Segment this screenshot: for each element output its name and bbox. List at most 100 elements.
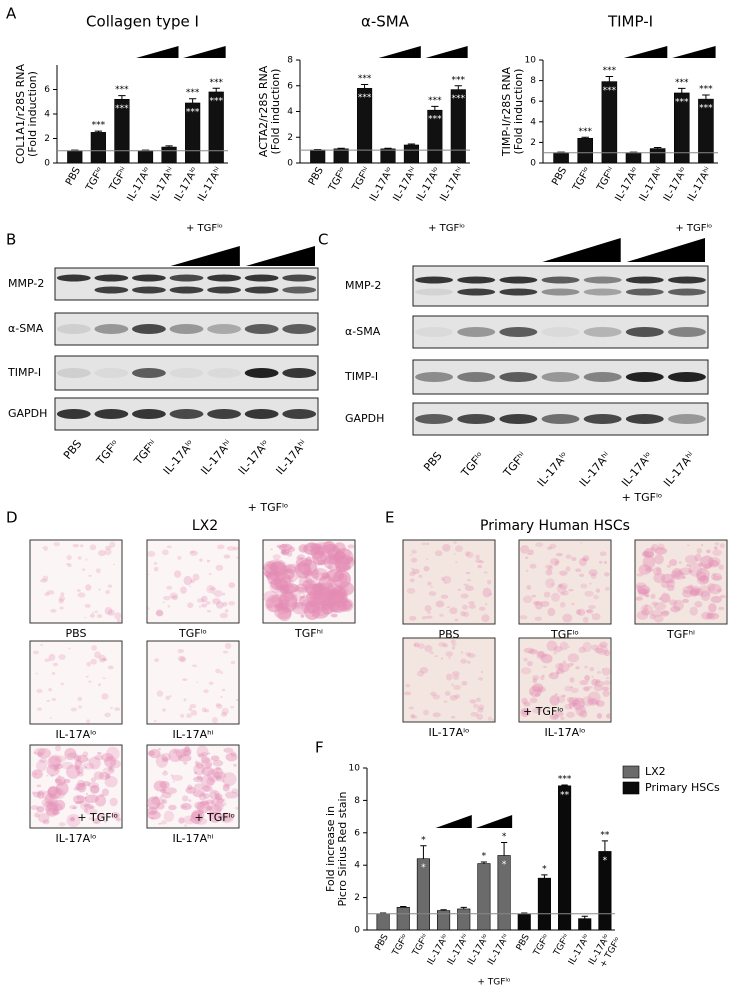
- image-label: IL-17Aˡᵒ: [55, 832, 96, 845]
- blot-band: [457, 414, 496, 424]
- stain-spot: [540, 653, 553, 664]
- error-bar: [188, 98, 197, 103]
- error-bar: [581, 915, 588, 919]
- stain-spot: [540, 600, 550, 607]
- bar: [376, 913, 390, 931]
- stain-spot: [89, 613, 95, 618]
- stain-spot: [579, 573, 585, 577]
- stain-spot: [475, 559, 482, 563]
- stain-spot: [214, 801, 224, 812]
- stain-spot: [68, 647, 71, 650]
- stain-spot: [194, 801, 206, 810]
- stain-spot: [555, 552, 563, 557]
- stain-spot: [346, 556, 354, 562]
- stain-spot: [689, 587, 700, 596]
- stain-spot: [464, 585, 474, 592]
- stain-spot: [215, 601, 224, 609]
- stain-spot: [98, 588, 101, 591]
- stain-spot: [278, 543, 293, 552]
- stain-spot: [453, 553, 456, 555]
- stain-spot: [46, 774, 49, 777]
- stain-spot: [90, 658, 97, 665]
- stain-spot: [43, 800, 54, 811]
- blot-band: [625, 288, 664, 296]
- stain-spot: [448, 657, 451, 659]
- stain-spot: [642, 551, 655, 558]
- stain-spot: [569, 677, 575, 683]
- stain-spot: [58, 654, 66, 660]
- stain-spot: [217, 801, 227, 807]
- stain-spot: [190, 709, 198, 716]
- stain-spot: [189, 704, 197, 709]
- stain-spot: [594, 647, 605, 654]
- stain-spot: [210, 799, 219, 806]
- stain-spot: [712, 549, 722, 556]
- y-axis-label: (Fold induction): [269, 69, 282, 155]
- stain-spot: [164, 770, 167, 772]
- stain-spot: [566, 711, 575, 718]
- stain-spot: [478, 704, 485, 710]
- stain-spot: [85, 558, 88, 561]
- stain-spot: [195, 762, 204, 769]
- stain-spot: [212, 759, 224, 767]
- dose-wedge: [136, 46, 179, 58]
- bar: [558, 785, 572, 931]
- stain-spot: [192, 790, 205, 798]
- stain-spot: [201, 766, 214, 776]
- stain-spot: [80, 801, 83, 803]
- blot-band: [499, 288, 538, 296]
- stain-spot: [586, 679, 590, 683]
- bar: [161, 146, 177, 164]
- stain-spot: [408, 706, 415, 710]
- stain-spot: [443, 700, 448, 703]
- blot-band: [282, 409, 317, 419]
- stain-spot: [86, 758, 91, 762]
- stain-spot: [206, 585, 215, 594]
- stain-spot: [337, 573, 348, 583]
- stain-spot: [273, 572, 292, 591]
- stain-spot: [52, 808, 60, 816]
- stain-spot: [169, 695, 173, 697]
- blot-band: [625, 276, 664, 284]
- error-bar: [500, 842, 508, 856]
- stain-spot: [717, 588, 722, 593]
- stain-spot: [201, 786, 213, 792]
- stain-spot: [330, 569, 334, 572]
- stain-spot: [596, 702, 600, 706]
- stain-spot: [203, 689, 209, 694]
- stain-spot: [564, 703, 572, 710]
- stain-spot: [37, 812, 50, 823]
- group-label: + TGFˡᵒ: [675, 223, 712, 234]
- stain-spot: [57, 774, 61, 778]
- bar: [90, 132, 106, 164]
- blot-band: [94, 368, 129, 378]
- significance: ***: [428, 115, 442, 125]
- stain-spot: [720, 594, 725, 599]
- stain-spot: [411, 549, 417, 555]
- stain-spot: [147, 810, 161, 820]
- stain-spot: [228, 582, 236, 589]
- blot-band: [457, 276, 496, 284]
- stain-spot: [77, 592, 86, 598]
- stain-spot: [58, 598, 64, 604]
- stain-spot: [429, 651, 435, 655]
- stain-spot: [559, 601, 566, 608]
- stain-spot: [266, 603, 274, 609]
- stain-spot: [76, 779, 86, 788]
- stain-spot: [58, 596, 66, 602]
- panel-title: Primary Human HSCs: [480, 518, 630, 534]
- stain-spot: [98, 549, 106, 557]
- image-label: IL-17Aˡᵒ: [428, 726, 469, 739]
- stain-spot: [188, 799, 192, 802]
- blot-band: [541, 276, 580, 284]
- significance: ***: [699, 85, 713, 95]
- stain-spot: [36, 791, 45, 799]
- stain-spot: [49, 754, 62, 768]
- stain-spot: [110, 706, 113, 709]
- blot-band: [132, 274, 166, 282]
- stain-spot: [529, 697, 538, 704]
- legend-swatch: [622, 765, 640, 779]
- blot-band: [244, 286, 279, 294]
- y-tick-label: 8: [530, 76, 536, 86]
- y-tick-label: 8: [287, 56, 293, 66]
